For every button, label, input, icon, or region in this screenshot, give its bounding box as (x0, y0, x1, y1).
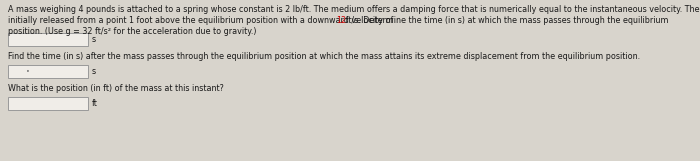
Text: 12: 12 (336, 16, 346, 25)
Text: s: s (92, 67, 96, 76)
Text: What is the position (in ft) of the mass at this instant?: What is the position (in ft) of the mass… (8, 84, 224, 93)
Text: position. (Use g = 32 ft/s² for the acceleration due to gravity.): position. (Use g = 32 ft/s² for the acce… (8, 27, 256, 36)
Text: •: • (26, 68, 30, 75)
FancyBboxPatch shape (8, 97, 88, 110)
Text: ft/s. Determine the time (in s) at which the mass passes through the equilibrium: ft/s. Determine the time (in s) at which… (343, 16, 668, 25)
Text: initially released from a point 1 foot above the equilibrium position with a dow: initially released from a point 1 foot a… (8, 16, 396, 25)
Text: Find the time (in s) after the mass passes through the equilibrium position at w: Find the time (in s) after the mass pass… (8, 52, 640, 61)
FancyBboxPatch shape (8, 33, 88, 46)
Text: ft: ft (92, 99, 98, 108)
FancyBboxPatch shape (8, 65, 88, 78)
Text: A mass weighing 4 pounds is attached to a spring whose constant is 2 lb/ft. The : A mass weighing 4 pounds is attached to … (8, 5, 700, 14)
Text: s: s (92, 35, 96, 44)
